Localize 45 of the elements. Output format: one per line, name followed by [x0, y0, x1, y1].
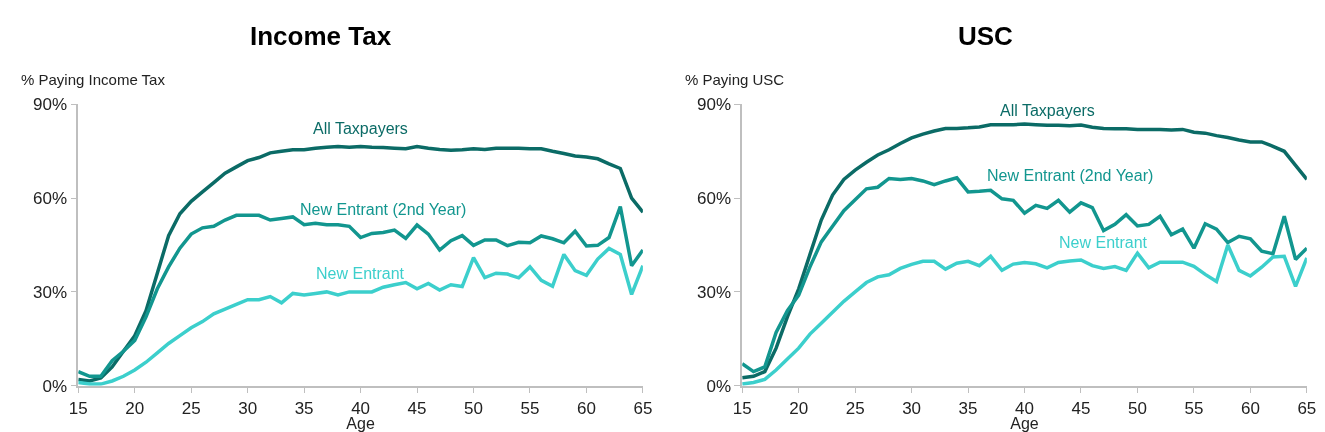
series-label: New Entrant	[316, 265, 405, 282]
line-series	[78, 204, 643, 379]
y-axis-title: % Paying USC	[685, 71, 785, 88]
x-tick-label: 20	[789, 398, 809, 418]
series-label: New Entrant	[1059, 234, 1148, 251]
x-tick-label: 55	[520, 398, 540, 418]
chart-title: Income Tax	[250, 21, 392, 51]
x-tick-label: 30	[902, 398, 922, 418]
series-label: New Entrant (2nd Year)	[300, 201, 467, 218]
x-tick-label: 65	[633, 398, 653, 418]
x-axis-title: Age	[346, 415, 375, 432]
x-tick-label: 25	[845, 398, 865, 418]
y-axis-title: % Paying Income Tax	[21, 71, 166, 88]
x-tick-label: 40	[1015, 398, 1034, 418]
line-series	[742, 122, 1307, 380]
x-tick-label: 50	[1128, 398, 1147, 418]
line-series	[78, 144, 643, 383]
x-tick-label: 15	[732, 398, 752, 418]
y-tick-label: 90%	[697, 95, 732, 115]
y-tick-label: 0%	[42, 376, 68, 396]
x-tick-label: 20	[125, 398, 145, 418]
y-tick-label: 30%	[697, 282, 732, 302]
x-tick-label: 65	[1297, 398, 1317, 418]
y-tick-label: 30%	[33, 282, 68, 302]
x-tick-label: 60	[1240, 398, 1260, 418]
x-tick-label: 45	[1071, 398, 1091, 418]
x-tick-label: 55	[1184, 398, 1204, 418]
x-tick-label: 35	[294, 398, 314, 418]
x-tick-label: 60	[576, 398, 596, 418]
y-tick-label: 60%	[697, 189, 732, 209]
y-tick-label: 90%	[33, 95, 68, 115]
x-tick-label: 40	[351, 398, 371, 418]
y-tick-label: 60%	[33, 189, 68, 209]
x-tick-label: 30	[238, 398, 258, 418]
series-label: All Taxpayers	[1000, 102, 1095, 119]
x-tick-label: 50	[464, 398, 483, 418]
series-label: New Entrant (2nd Year)	[987, 167, 1154, 184]
series-label: All Taxpayers	[313, 120, 408, 137]
x-tick-label: 15	[68, 398, 88, 418]
x-tick-label: 35	[958, 398, 978, 418]
x-tick-label: 25	[181, 398, 201, 418]
y-tick-label: 0%	[706, 376, 732, 396]
x-tick-label: 45	[407, 398, 427, 418]
chart-title: USC	[958, 21, 1014, 51]
x-axis-title: Age	[1010, 415, 1039, 432]
